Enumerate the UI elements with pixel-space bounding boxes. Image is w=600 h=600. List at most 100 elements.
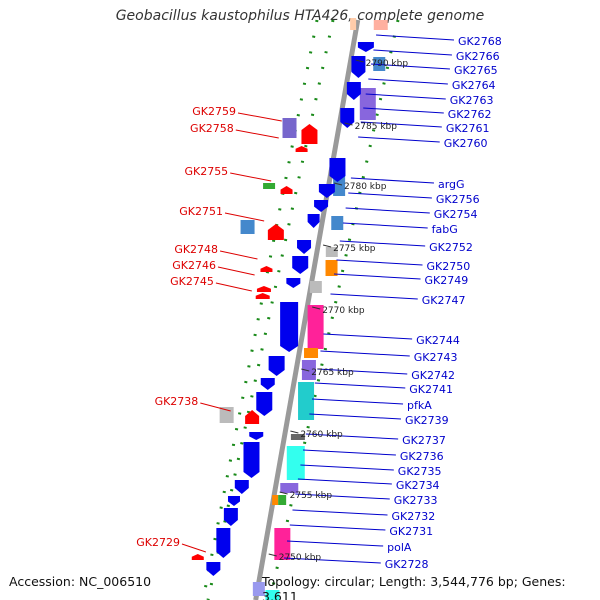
left-leader-9	[181, 543, 207, 553]
gene-label-GK2744: GK2744	[416, 334, 460, 347]
gene-arrow-11	[307, 214, 320, 228]
gene-block-2	[350, 18, 357, 30]
gene-block-13	[307, 305, 324, 349]
kbp-tick-5	[312, 306, 321, 310]
gene-arrows	[191, 42, 374, 576]
gene-arrow-24	[249, 432, 264, 440]
gene-blocks	[219, 18, 388, 600]
gene-label-GK2756: GK2756	[436, 193, 480, 206]
right-leader-3	[370, 63, 450, 70]
right-leader-26	[297, 478, 392, 485]
right-leader-17	[323, 333, 413, 340]
gene-arrow-6	[295, 146, 308, 152]
gene-block-11	[325, 260, 338, 276]
kbp-label-3: 2780 kbp	[344, 182, 387, 192]
gene-block-12	[309, 281, 322, 293]
gene-block-22	[278, 495, 287, 505]
gene-arrow-17	[256, 286, 271, 292]
gene-arrow-21	[260, 378, 275, 390]
kbp-tick-3	[333, 182, 343, 186]
left-gene-labels: GK2759 GK2758 GK2755 GK2751 GK2748 GK2746 GK27…	[136, 105, 236, 549]
kbp-label-2: 2785 kbp	[355, 122, 398, 132]
gene-label-GK2731: GK2731	[389, 525, 433, 538]
gene-block-23	[274, 528, 291, 560]
gene-arrow-15	[260, 266, 273, 272]
gene-arrow-1	[357, 42, 374, 52]
gene-block-17	[219, 407, 234, 423]
right-leader-20	[314, 382, 406, 389]
map-title: Geobacillus kaustophilus HTA426, complet…	[115, 8, 485, 24]
right-leader-8	[358, 136, 440, 143]
gene-label-polA: polA	[387, 541, 412, 554]
left-leader-7	[215, 282, 252, 292]
gene-arrow-16	[286, 278, 301, 288]
gene-arrow-23	[245, 410, 260, 424]
kbp-tick-4	[322, 244, 332, 248]
right-leader-28	[292, 509, 388, 516]
gene-label-GK2742: GK2742	[411, 369, 455, 382]
gene-label-GK2751: GK2751	[179, 205, 223, 218]
gene-label-GK2763: GK2763	[450, 94, 494, 107]
gene-block-1	[373, 20, 388, 30]
gene-label-GK2750: GK2750	[427, 260, 471, 273]
right-leader-29	[289, 524, 386, 531]
gene-label-GK2728: GK2728	[385, 558, 429, 571]
left-leader-2	[235, 129, 279, 139]
right-leader-21	[311, 398, 404, 405]
kbp-label-6: 2765 kbp	[311, 368, 354, 378]
left-leader-3	[230, 172, 272, 182]
gene-block-10	[325, 247, 338, 257]
kbp-tick-2	[344, 122, 353, 126]
right-leader-25	[300, 464, 394, 471]
gene-label-GK2761: GK2761	[446, 122, 490, 135]
accession-text: Accession: NC_006510	[9, 574, 152, 589]
gene-arrow-31	[206, 562, 221, 576]
kbp-tick-9	[268, 553, 277, 557]
gene-label-GK2739: GK2739	[405, 414, 449, 427]
left-leader-4	[224, 212, 265, 222]
right-leader-5	[365, 93, 446, 100]
kbp-label-8: 2755 kbp	[290, 491, 333, 501]
gene-arrow-29	[216, 528, 231, 558]
summary-text: Topology: circular; Length: 3,544,776 bp…	[262, 574, 566, 600]
gene-block-7	[263, 183, 276, 189]
kbp-label-5: 2770 kbp	[322, 306, 365, 316]
right-gene-labels: GK2768GK2766GK2765GK2764GK2763GK2762GK27…	[385, 35, 502, 571]
gene-block-19	[286, 446, 305, 480]
gene-arrow-13	[297, 240, 312, 254]
gene-label-GK2741: GK2741	[409, 383, 453, 396]
right-leader-6	[363, 107, 444, 114]
gene-label-GK2748: GK2748	[174, 243, 218, 256]
gene-arrow-25	[243, 442, 260, 478]
gene-label-GK2758: GK2758	[190, 122, 234, 135]
right-leader-31	[283, 557, 381, 564]
gene-block-18	[290, 434, 305, 440]
kbp-label-1: 2790 kbp	[366, 59, 409, 69]
gene-block-3	[373, 57, 386, 71]
gene-block-25	[265, 590, 280, 600]
gene-arrow-27	[227, 496, 240, 506]
gene-arrow-18	[255, 293, 270, 299]
right-leader-16	[330, 293, 418, 300]
gene-label-pfkA: pfkA	[407, 399, 432, 412]
gene-label-GK2735: GK2735	[398, 465, 442, 478]
gene-label-GK2754: GK2754	[434, 208, 478, 221]
gene-label-GK2736: GK2736	[400, 450, 444, 463]
gene-label-GK2743: GK2743	[414, 351, 458, 364]
gene-arrow-4	[340, 108, 355, 128]
right-leader-19	[317, 368, 408, 375]
right-leader-22	[309, 413, 401, 420]
right-leader-18	[320, 350, 410, 357]
gene-label-GK2765: GK2765	[454, 64, 498, 77]
gene-arrow-28	[223, 508, 238, 526]
right-leader-15	[333, 273, 421, 280]
right-leader-13	[339, 240, 426, 247]
gene-block-21	[272, 495, 279, 505]
kbp-label-4: 2775 kbp	[333, 244, 376, 254]
gene-arrow-9	[280, 186, 293, 194]
left-leader-1	[237, 112, 282, 122]
right-leader-30	[286, 540, 384, 547]
gene-arrow-10	[314, 200, 329, 212]
